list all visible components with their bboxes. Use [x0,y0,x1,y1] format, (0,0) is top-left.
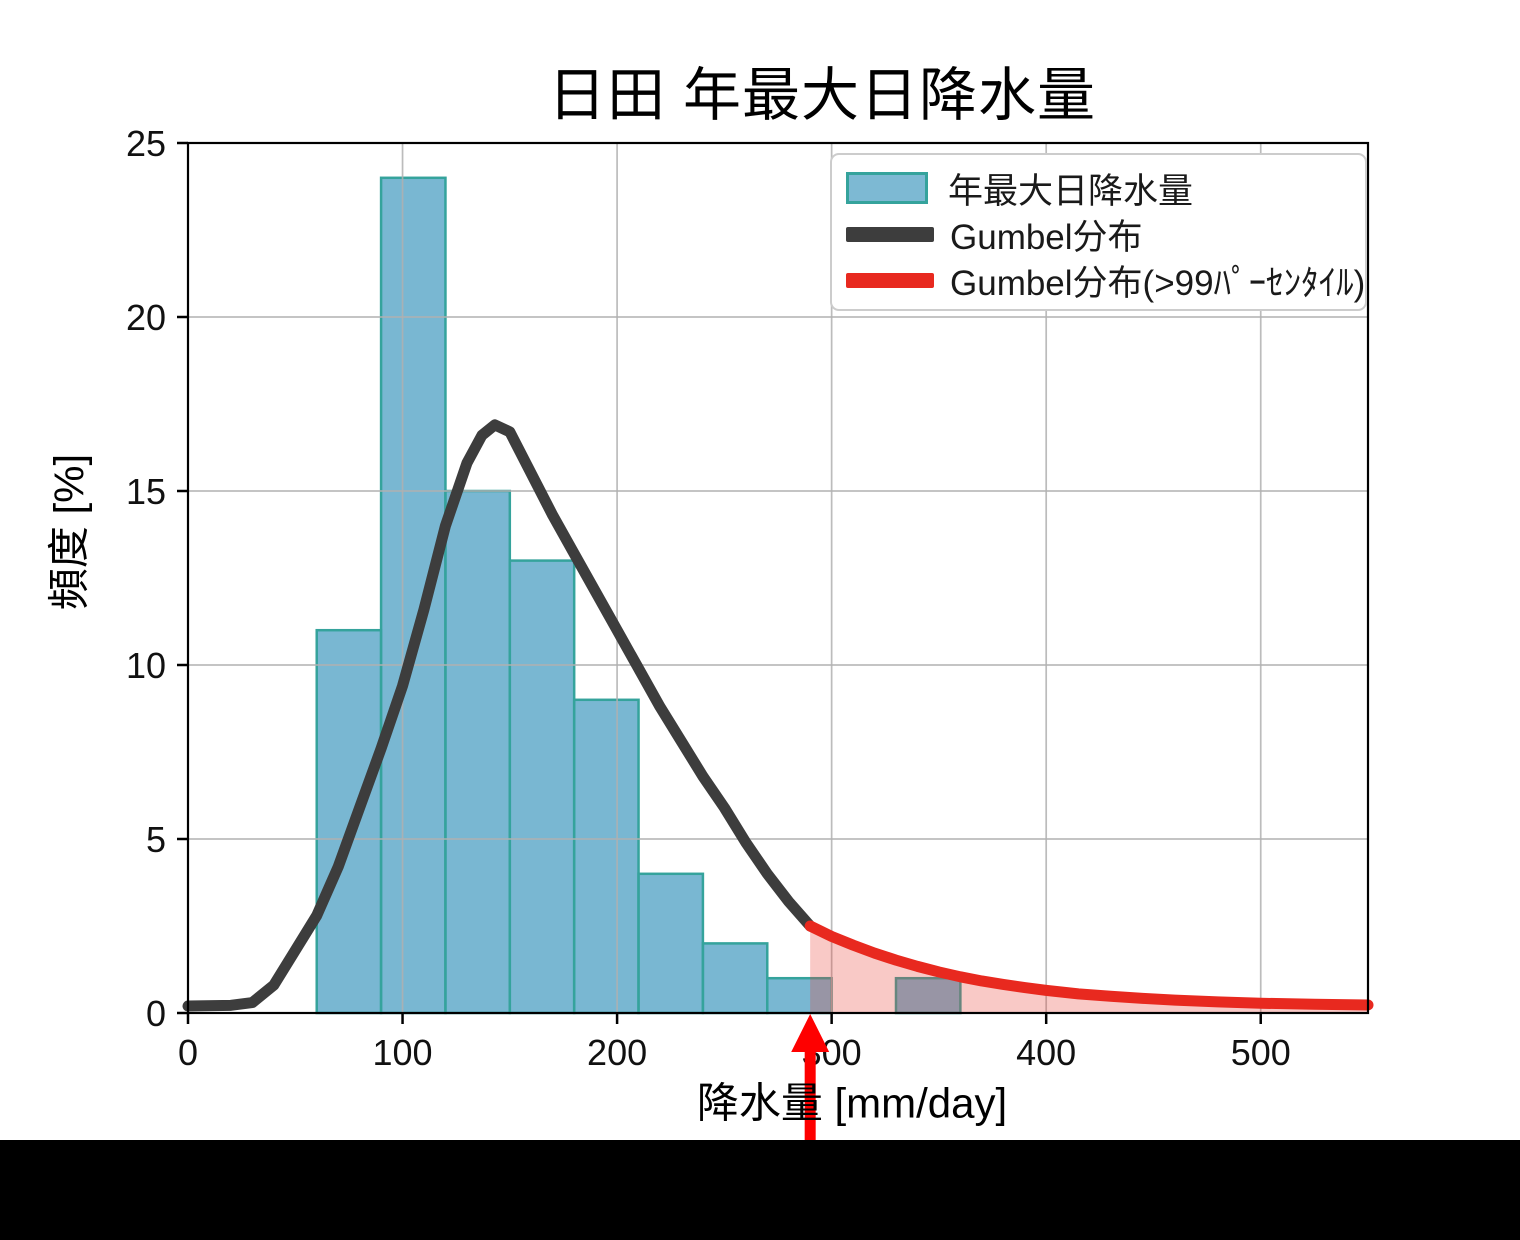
x-tick-label: 0 [178,1032,198,1073]
y-tick-label: 0 [146,993,166,1034]
legend-swatch-gumbel-tail [846,272,934,288]
histogram-bar [572,698,640,1015]
histogram-bar [637,872,705,1015]
y-tick-label: 5 [146,819,166,860]
plot-border [186,141,1370,1015]
legend-label-gumbel: Gumbel分布 [950,217,1143,257]
gumbel-tail-curve [804,920,1374,1011]
x-tick-label: 200 [587,1032,647,1073]
legend-entry-histogram: 年最大日降水量 [846,165,1365,211]
histogram-bar [766,976,833,1015]
legend-swatch-histogram [846,172,928,204]
y-tick-label: 20 [126,297,166,338]
legend-label-histogram: 年最大日降水量 [948,171,1194,211]
histogram-bar [508,559,576,1015]
arrow-head [791,1014,830,1052]
x-tick-label: 500 [1231,1032,1291,1073]
histogram-bar [379,176,447,1015]
arrow-stem [804,1048,816,1140]
histogram-bar [701,942,769,1015]
annotation-band: 100年に一回の日降水量 [0,1140,1520,1240]
chart-title: 日田 年最大日降水量 [547,63,1097,128]
legend: 年最大日降水量 Gumbel分布 Gumbel分布(>99ﾊﾟｰｾﾝﾀｲﾙ) [830,153,1367,311]
x-axis-label: 降水量 [mm/day] [696,1079,1008,1127]
x-tick-label: 400 [1016,1032,1076,1073]
y-tick-label: 15 [126,471,166,512]
legend-entry-gumbel: Gumbel分布 [846,211,1365,257]
legend-label-gumbel-tail: Gumbel分布(>99ﾊﾟｰｾﾝﾀｲﾙ) [950,263,1366,303]
y-tick-label: 25 [126,123,166,164]
x-tick-label: 100 [373,1032,433,1073]
y-axis-label: 頻度 [%] [45,453,93,611]
histogram-bar [444,489,512,1015]
y-tick-label: 10 [126,645,166,686]
tail-fill-area [810,926,1368,1013]
gumbel-curve [182,419,816,1012]
legend-entry-gumbel-tail: Gumbel分布(>99ﾊﾟｰｾﾝﾀｲﾙ) [846,257,1365,303]
legend-swatch-gumbel [846,226,934,242]
